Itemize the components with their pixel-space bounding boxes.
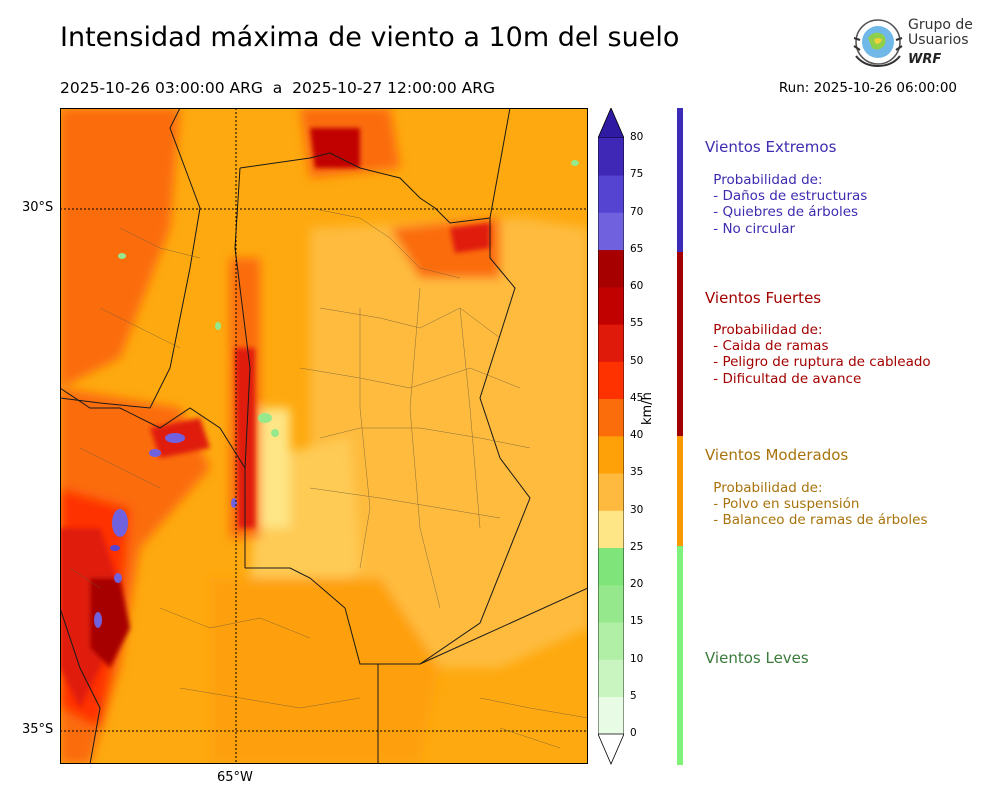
category-desc-fuertes: Probabilidad de: - Caida de ramas - Peli… <box>713 322 931 387</box>
lat-label-35s: 35°S <box>22 722 54 737</box>
colorbar-segment <box>598 622 624 660</box>
lat-label-30s: 30°S <box>22 200 54 215</box>
colorbar-segment <box>598 324 624 362</box>
category-title-extremos: Vientos Extremos <box>705 138 837 156</box>
category-title-fuertes: Vientos Fuertes <box>705 289 822 307</box>
colorbar-tick-label: 55 <box>630 317 644 330</box>
lon-label-65w: 65°W <box>217 770 253 785</box>
wind-intensity-map <box>60 108 588 764</box>
colorbar-segment <box>598 212 624 251</box>
colorbar-tick-label: 80 <box>630 131 644 143</box>
logo-text: Grupo de Usuarios <box>908 17 973 48</box>
colorbar-tick-label: 65 <box>630 242 644 255</box>
colorbar-tick-label: 5 <box>630 689 637 702</box>
category-band <box>677 436 683 546</box>
run-timestamp: Run: 2025-10-26 06:00:00 <box>778 80 957 96</box>
category-band <box>677 252 683 436</box>
category-title-moderados: Vientos Moderados <box>705 446 849 464</box>
category-title-leves: Vientos Leves <box>705 649 809 667</box>
colorbar-tick-label: 75 <box>630 168 644 181</box>
colorbar-tick-label: 30 <box>630 503 644 516</box>
colorbar-segment <box>598 510 624 549</box>
wind-light-spots <box>118 160 579 437</box>
colorbar-segment <box>598 361 624 400</box>
colorbar-segment <box>598 398 624 437</box>
colorbar-segment <box>598 659 624 698</box>
wind-extreme-spots <box>94 433 237 628</box>
colorbar-tick-label: 20 <box>630 578 644 590</box>
colorbar-tick-label: 10 <box>630 652 644 665</box>
colorbar-segment <box>598 473 624 511</box>
category-band <box>677 546 683 765</box>
colorbar-tick-label: 25 <box>630 540 644 553</box>
colorbar-unit: km/h <box>640 392 655 425</box>
colorbar-tick-label: 0 <box>630 727 637 739</box>
colorbar-segment <box>598 249 624 288</box>
graticule <box>60 108 588 764</box>
colorbar-extend-max <box>598 108 624 139</box>
colorbar-tick-label: 70 <box>630 205 644 218</box>
province-boundaries <box>60 108 588 764</box>
colorbar-segment <box>598 138 624 176</box>
colorbar-segment <box>598 436 624 474</box>
category-desc-moderados: Probabilidad de: - Polvo en suspensión -… <box>713 480 928 529</box>
colorbar-segment <box>598 287 624 325</box>
logo-wrf-text: WRF <box>908 52 942 67</box>
chart-title: Intensidad máxima de viento a 10m del su… <box>60 22 680 53</box>
colorbar-tick-label: 40 <box>630 429 644 441</box>
colorbar-segment <box>598 585 624 623</box>
colorbar-segment <box>598 696 624 735</box>
colorbar-tick-label: 45 <box>630 391 644 404</box>
wrf-globe-logo-icon <box>853 19 903 68</box>
colorbar-tick-label: 15 <box>630 615 644 628</box>
category-band <box>677 108 683 252</box>
wind-field-cores <box>60 128 490 708</box>
forecast-period: 2025-10-26 03:00:00 ARG a 2025-10-27 12:… <box>60 79 496 97</box>
colorbar <box>598 108 624 766</box>
colorbar-tick-label: 35 <box>630 466 644 479</box>
colorbar-tick-label: 60 <box>630 280 644 292</box>
colorbar-segment <box>598 175 624 213</box>
department-boundaries <box>69 207 588 749</box>
category-desc-extremos: Probabilidad de: - Daños de estructuras … <box>713 172 868 237</box>
colorbar-extend-min <box>598 733 624 766</box>
colorbar-segment <box>598 547 624 586</box>
colorbar-tick-label: 50 <box>630 354 644 367</box>
